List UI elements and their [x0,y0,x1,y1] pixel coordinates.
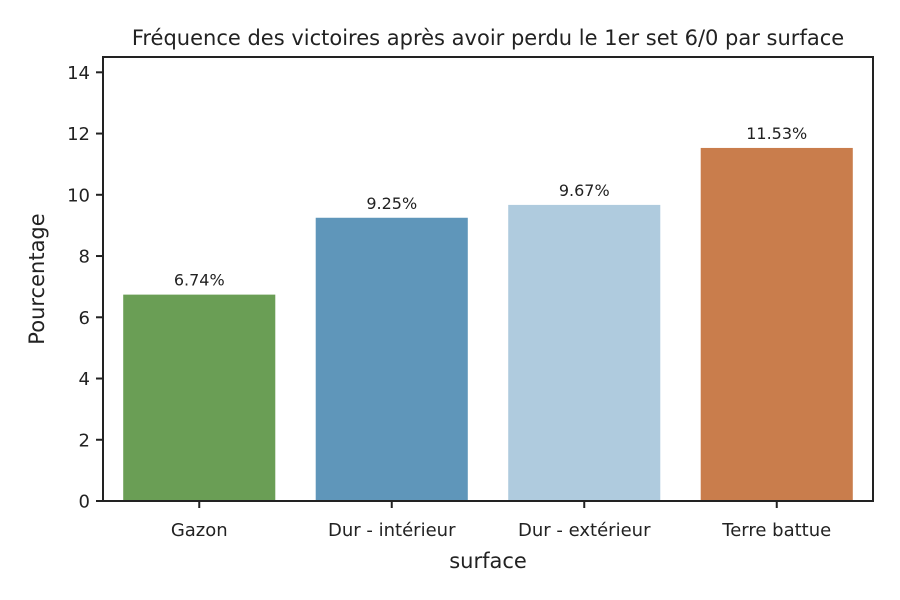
y-tick-label-8: 8 [79,247,90,268]
x-axis-label: surface [449,549,527,573]
bar-4 [700,147,853,501]
y-tick-label-0: 0 [79,492,90,513]
x-tick-label-3: Dur - extérieur [518,520,651,541]
bar-1 [123,294,276,501]
y-tick-label-14: 14 [67,63,90,84]
data-label-3: 9.67% [559,181,610,200]
x-tick-label-1: Gazon [171,520,228,541]
data-label-1: 6.74% [174,271,225,290]
data-label-4: 11.53% [746,124,807,143]
x-tick-label-2: Dur - intérieur [328,520,456,541]
chart-title: Fréquence des victoires après avoir perd… [132,26,844,50]
x-axis: Gazon Dur - intérieur Dur - extérieur Terre… [171,501,831,541]
bar-3 [508,204,661,501]
y-tick-label-2: 2 [79,430,90,451]
y-tick-label-10: 10 [67,185,90,206]
plot-frame [102,56,874,502]
data-label-2: 9.25% [366,194,417,213]
y-tick-label-6: 6 [79,308,90,329]
y-tick-label-12: 12 [67,124,90,145]
bars-layer [123,147,853,501]
y-tick-label-4: 4 [79,369,90,390]
data-labels-layer: 6.74% 9.25% 9.67% 11.53% [174,124,807,290]
y-axis-label: Pourcentage [25,213,49,344]
x-tick-label-4: Terre battue [721,520,831,541]
bar-2 [315,217,468,501]
y-axis: 0 2 4 6 8 10 12 14 [67,63,103,513]
